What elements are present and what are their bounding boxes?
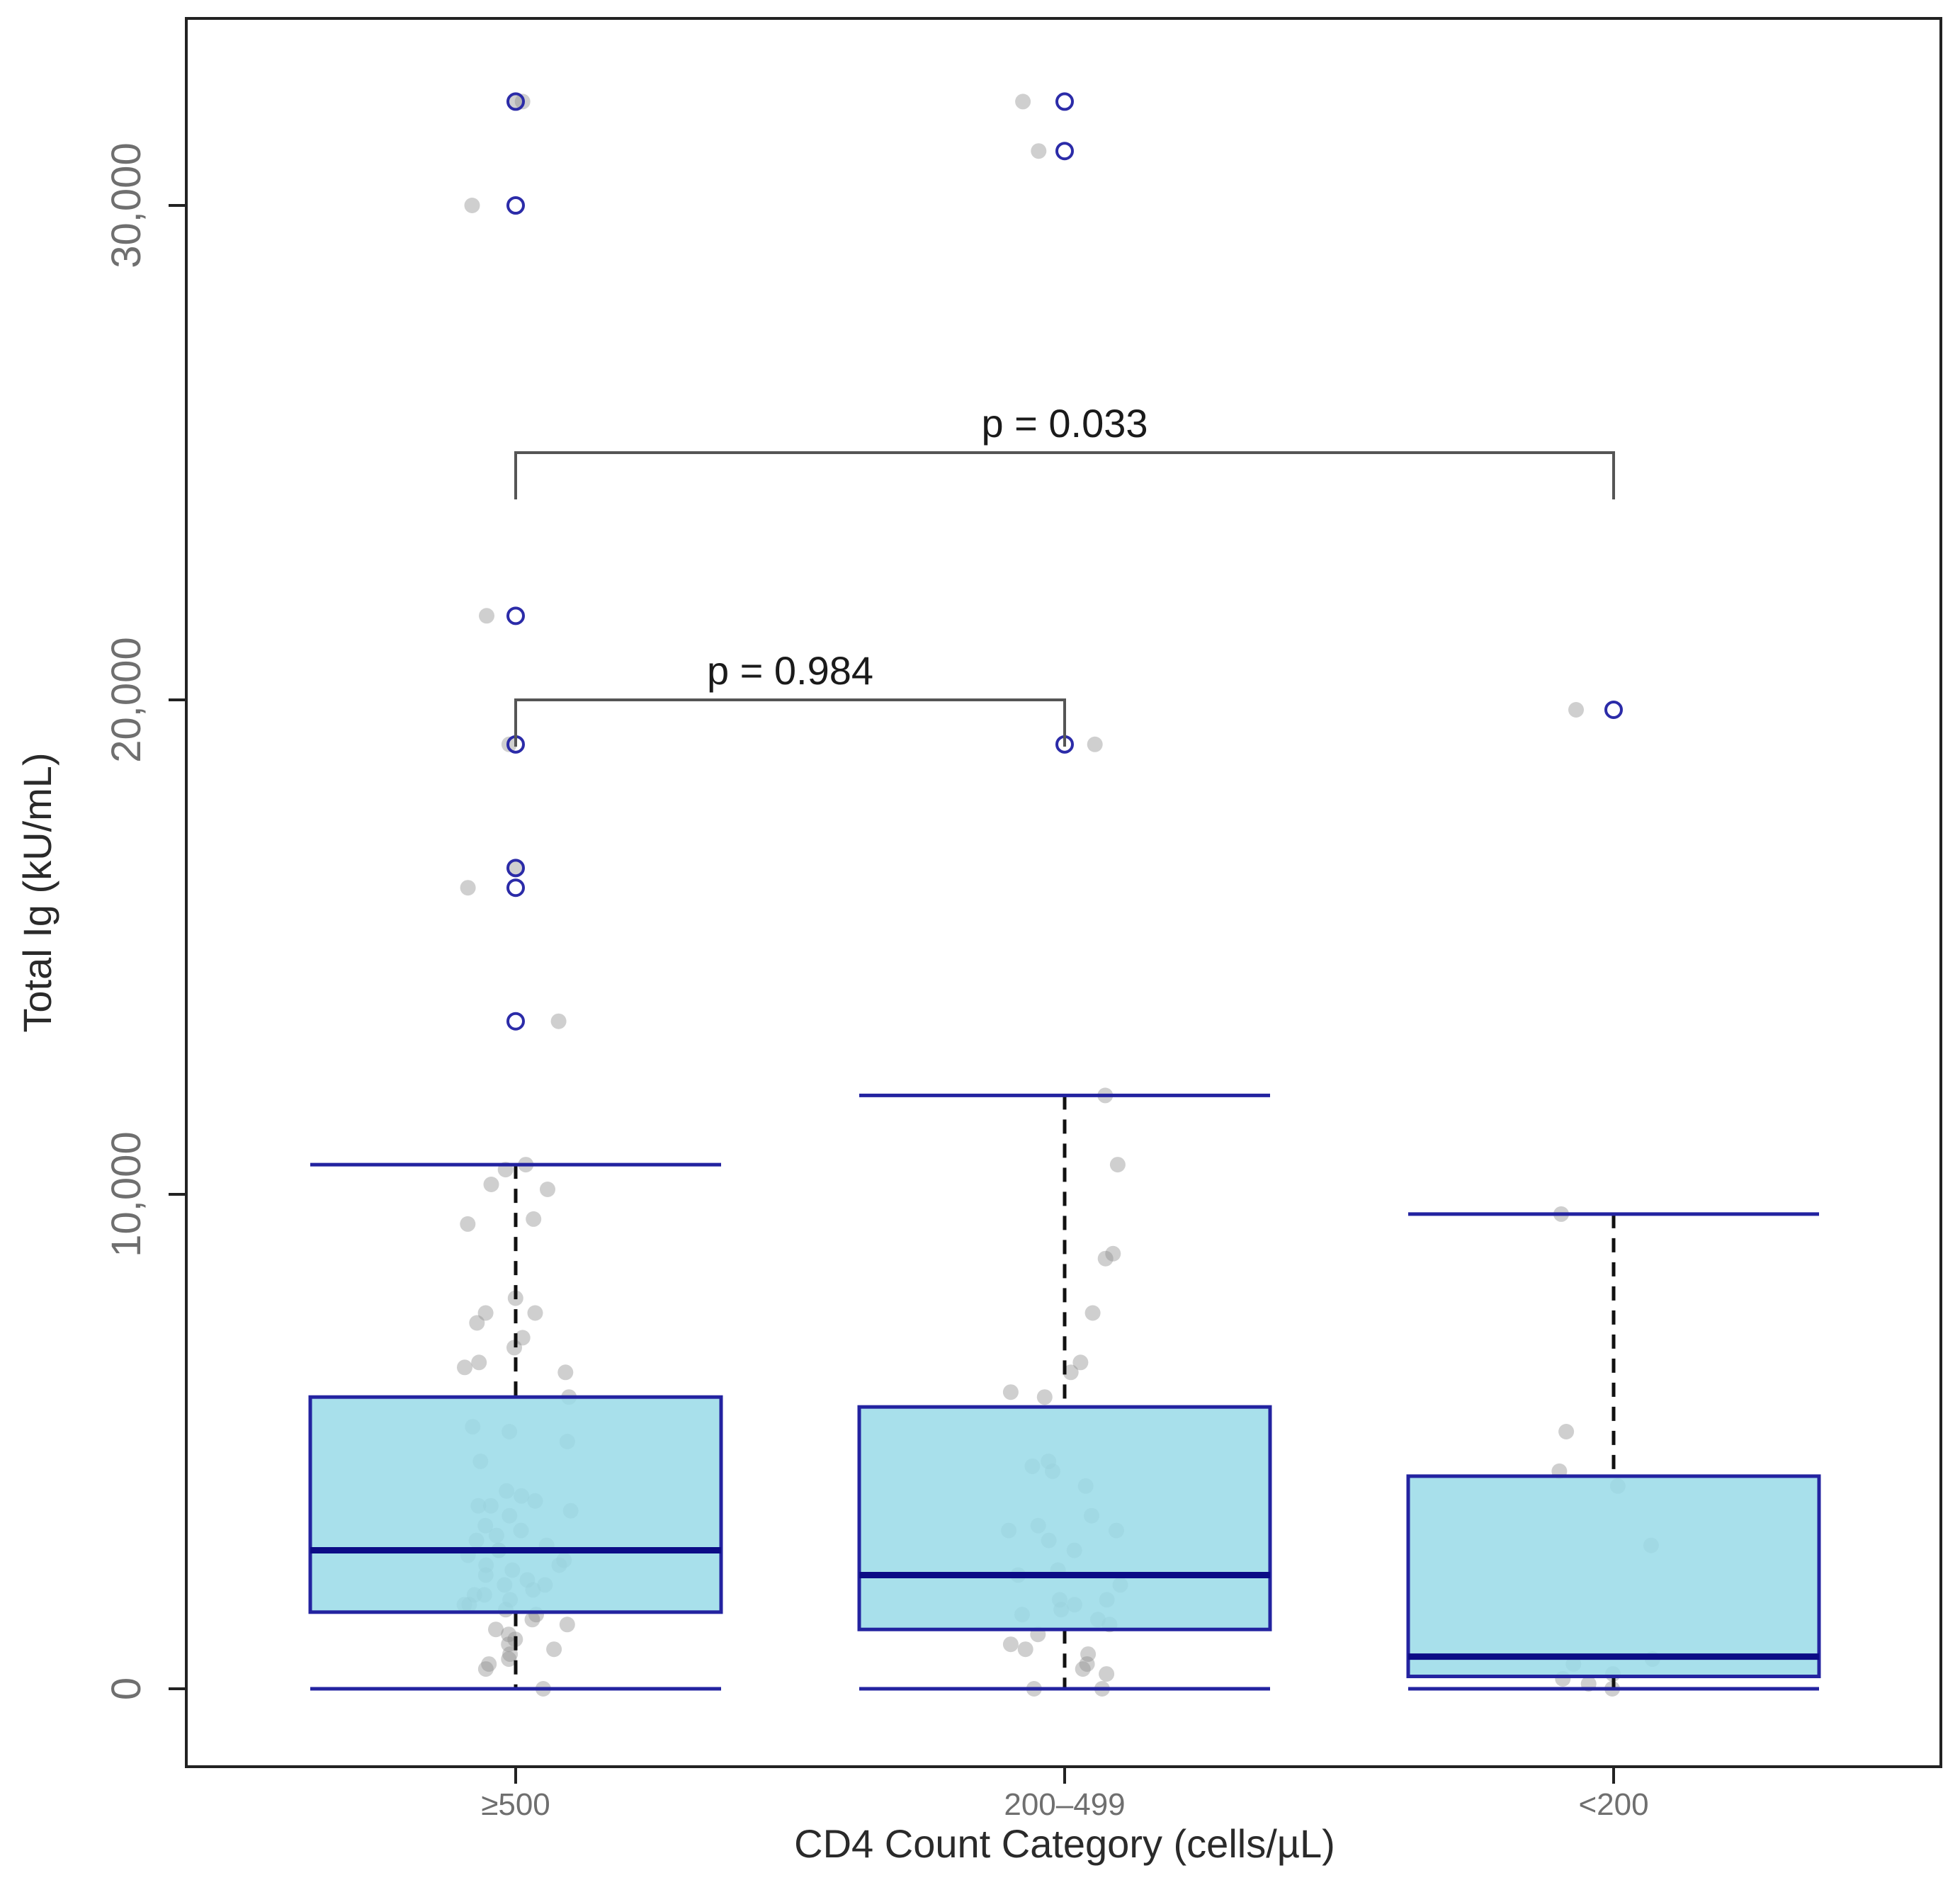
outlier-point (506, 859, 525, 878)
jitter-point (501, 1651, 517, 1668)
bracket-1 (514, 698, 1066, 747)
jitter-point (506, 94, 523, 110)
jitter-point (1015, 94, 1031, 110)
jitter-point (526, 1211, 542, 1227)
jitter-point (1079, 1656, 1095, 1672)
jitter-point (540, 1182, 555, 1197)
jitter-point (471, 1354, 487, 1371)
y-tick-label: 10,000 (103, 1131, 149, 1257)
axes: 0 10,000 20,000 30,000 ≥500 200–499 <200 (103, 142, 1649, 1822)
jitter-point (509, 860, 524, 876)
y-axis-title: Total Ig (kU/mL) (15, 752, 60, 1032)
jitter-point (464, 198, 480, 213)
jitter-point (546, 1641, 562, 1658)
jitter-point (559, 1617, 575, 1633)
jitter-point (460, 1216, 476, 1232)
jitter-point (477, 1661, 494, 1677)
box-200-499 (857, 1405, 1272, 1631)
y-tick-label: 20,000 (103, 637, 149, 762)
p-value-label-2: p = 0.033 (981, 401, 1148, 446)
jitter-point (1087, 736, 1103, 752)
jitter-point (550, 1013, 567, 1029)
plot-frame (185, 17, 1942, 1768)
jitter-point (1075, 1661, 1091, 1677)
x-axis-title: CD4 Count Category (cells/µL) (794, 1821, 1335, 1866)
x-tick-label: 200–499 (1004, 1787, 1125, 1822)
y-tick-label: 30,000 (103, 142, 149, 268)
jitter-point (506, 1340, 522, 1356)
jitter-point (1084, 1305, 1101, 1321)
x-tick-label: <200 (1578, 1787, 1648, 1822)
boxes (308, 1093, 1821, 1691)
jitter-point (501, 1626, 517, 1643)
y-tick-label: 0 (103, 1677, 149, 1700)
jitter-point (483, 1177, 499, 1192)
jitter-point (1036, 1389, 1053, 1405)
jitter-point (488, 1621, 504, 1638)
jitter-point (1080, 1646, 1097, 1663)
outlier-point (506, 92, 525, 111)
outlier-point (506, 606, 525, 625)
outlier-point (1604, 700, 1623, 719)
jitter-point (1017, 1641, 1033, 1658)
x-tick-label: ≥500 (481, 1787, 550, 1822)
jitter-point (1002, 1384, 1019, 1400)
jitter-point (1558, 1424, 1575, 1439)
significance-brackets: p = 0.984 p = 0.033 (514, 401, 1615, 747)
jitter-point (501, 1636, 517, 1653)
jitter-point (477, 1305, 494, 1321)
jitter-point (527, 1305, 543, 1321)
bracket-2 (514, 451, 1615, 499)
outlier-point (506, 878, 525, 898)
jitter-point (514, 1330, 531, 1346)
jitter-point (1109, 1157, 1126, 1173)
outlier-point (1055, 92, 1074, 111)
jitter-point (1002, 1636, 1019, 1653)
jitter-point (1097, 1250, 1114, 1267)
jitter-point (1099, 1666, 1115, 1682)
jitter-point (469, 1315, 485, 1331)
jitter-point (1568, 702, 1584, 718)
jitter-point (1063, 1364, 1079, 1381)
jitter-point (457, 1359, 472, 1376)
jitter-point (479, 608, 494, 624)
jitter-point (460, 880, 476, 896)
jitter-point (1105, 1245, 1121, 1262)
jitter-point (524, 1612, 540, 1628)
jitter-point (1072, 1354, 1089, 1371)
outlier-point (506, 196, 525, 215)
box-lt200 (1406, 1474, 1821, 1679)
jitter-point (1031, 143, 1047, 159)
p-value-label-1: p = 0.984 (707, 648, 873, 693)
jitter-point (481, 1656, 497, 1672)
outlier-point (506, 1012, 525, 1031)
box-ge500 (308, 1395, 723, 1614)
outlier-point (1055, 142, 1074, 161)
jitter-point (557, 1364, 574, 1381)
